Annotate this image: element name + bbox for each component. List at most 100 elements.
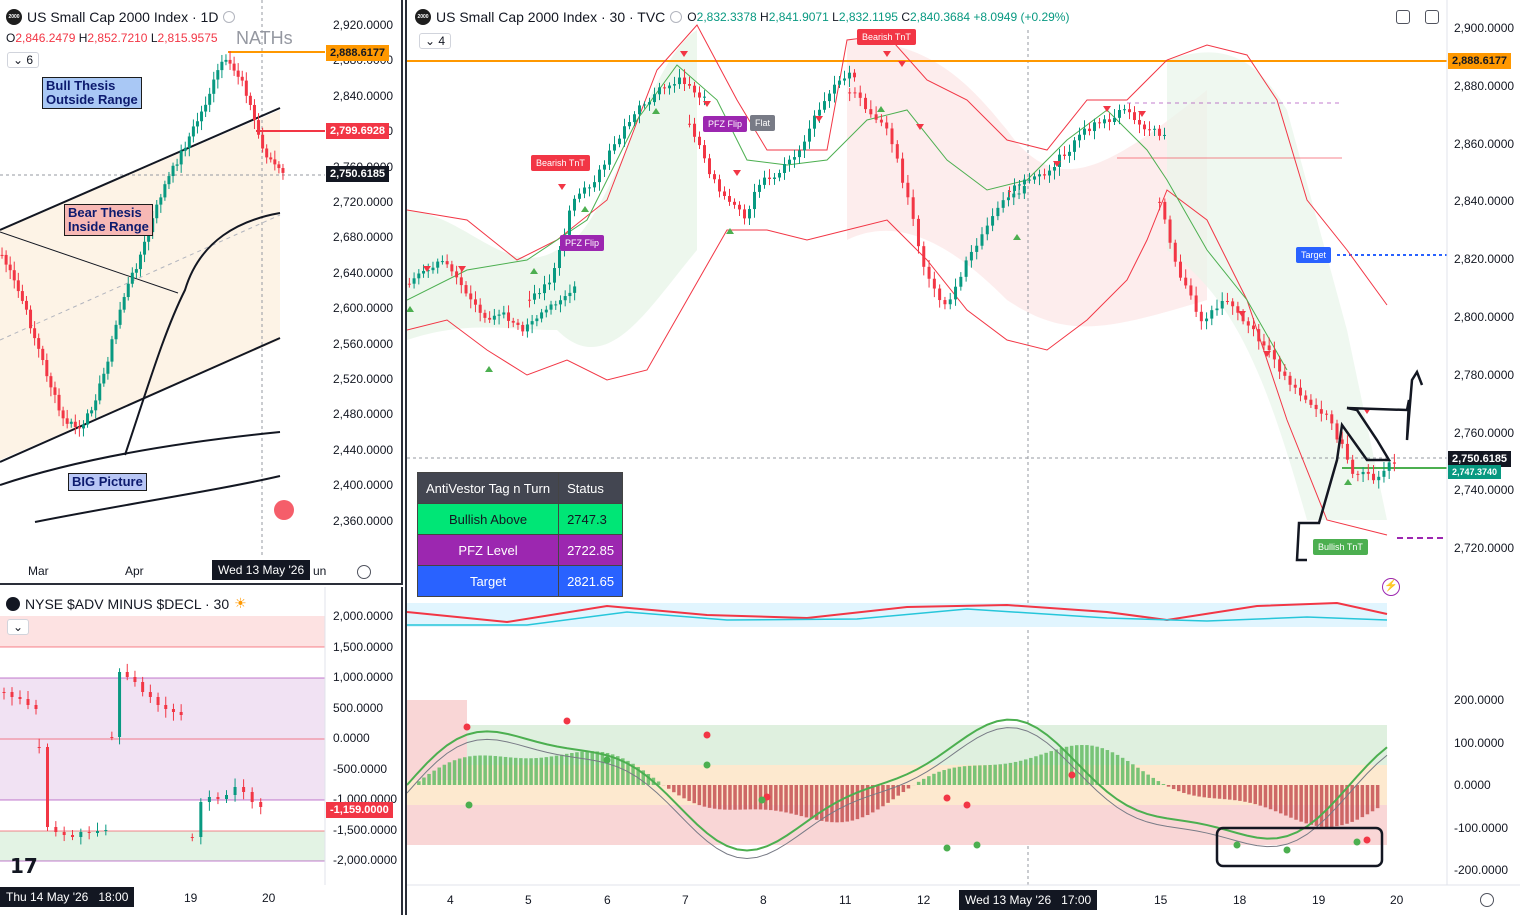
- adv-candle: [118, 672, 122, 737]
- intraday-candle: [563, 296, 567, 301]
- intraday-candle: [469, 293, 473, 300]
- adv-decl-title[interactable]: NYSE $ADV MINUS $DECL · 30: [25, 595, 230, 612]
- table-row: PFZ Level 2722.85: [416, 534, 624, 566]
- table-cell-label: PFZ Level: [416, 534, 560, 566]
- intraday-candle: [1023, 179, 1026, 185]
- bull-thesis-note[interactable]: Bull Thesis Outside Range: [42, 77, 142, 109]
- hand-drawn-box: [1215, 826, 1384, 868]
- intraday-candle: [788, 159, 791, 165]
- histogram-bar: [998, 764, 1002, 785]
- daily-candle: [138, 254, 142, 270]
- intraday-candle: [818, 109, 821, 116]
- bear-thesis-note[interactable]: Bear Thesis Inside Range: [64, 204, 153, 236]
- intraday-candle: [436, 261, 440, 268]
- intraday-candle: [1163, 134, 1166, 136]
- bullish-marker: [407, 306, 414, 312]
- intraday-candle: [521, 324, 525, 332]
- histogram-bar: [748, 785, 753, 810]
- intraday-title[interactable]: US Small Cap 2000 Index · 30 · TVC: [436, 9, 666, 25]
- intraday-candle: [407, 283, 411, 285]
- intraday-candle: [488, 317, 492, 320]
- histogram-bar: [932, 773, 936, 785]
- adv-decl-canvas[interactable]: [0, 587, 401, 915]
- daily-chart-title[interactable]: US Small Cap 2000 Index · 1D: [27, 9, 219, 25]
- adv-decl-collapse-button[interactable]: ⌄: [7, 619, 30, 635]
- big-picture-note[interactable]: BIG Picture: [68, 473, 147, 491]
- eye-icon[interactable]: [223, 11, 236, 23]
- daily-candle: [8, 264, 12, 271]
- intraday-candle: [1236, 306, 1240, 313]
- eye-icon[interactable]: [670, 11, 683, 23]
- adv-decl-pane[interactable]: NYSE $ADV MINUS $DECL · 30 ☀ ⌄ 2,000.000…: [0, 587, 403, 915]
- bearish-marker: [733, 170, 741, 176]
- indicators-collapse-button[interactable]: ⌄ 4: [419, 33, 452, 49]
- daily-candle: [4, 254, 8, 265]
- intraday-y-tick: 2,760.0000: [1454, 425, 1515, 440]
- intraday-candle: [1163, 201, 1167, 220]
- histogram-bar: [1003, 763, 1008, 785]
- mid-channel-line: [0, 214, 281, 341]
- intraday-candle: [1153, 128, 1156, 130]
- histogram-bar: [1212, 785, 1217, 799]
- intraday-candle: [1043, 174, 1046, 176]
- intraday-candle: [568, 210, 571, 235]
- histogram-bar: [1248, 785, 1252, 803]
- intraday-candle: [969, 251, 973, 261]
- intraday-candle: [431, 267, 435, 271]
- adv-candle: [207, 797, 211, 802]
- intraday-y-tick: 2,720.0000: [1454, 541, 1515, 556]
- histogram-bar: [432, 770, 436, 785]
- intraday-candle: [1108, 119, 1111, 122]
- histogram-bar: [712, 785, 717, 809]
- intraday-candle: [698, 136, 701, 146]
- settings-gear-icon[interactable]: [357, 565, 371, 579]
- indicators-collapse-button[interactable]: ⌄ 6: [7, 52, 40, 68]
- daily-chart-canvas[interactable]: [0, 0, 401, 583]
- intraday-candle: [895, 144, 899, 159]
- lightning-icon[interactable]: ⚡: [1382, 578, 1400, 596]
- histogram-bar: [1217, 785, 1222, 799]
- intraday-candle: [948, 299, 952, 305]
- fullscreen-icon[interactable]: [1425, 10, 1439, 24]
- settings-gear-icon[interactable]: [1480, 893, 1494, 907]
- histogram-bar: [1279, 785, 1283, 814]
- adv-decl-header: NYSE $ADV MINUS $DECL · 30 ☀: [6, 595, 247, 612]
- histogram-bar: [437, 767, 441, 785]
- daily-candle: [257, 120, 261, 135]
- intraday-candle: [533, 293, 536, 300]
- intraday-chart-canvas[interactable]: [407, 0, 1520, 915]
- histogram-bar: [570, 752, 574, 785]
- histogram-bar: [600, 752, 605, 785]
- intraday-candle: [1372, 473, 1376, 481]
- histogram-bar: [1268, 785, 1273, 810]
- intraday-candle: [1366, 471, 1370, 474]
- histogram-bar: [636, 766, 640, 785]
- last-price-label: 2,750.6185: [1448, 451, 1512, 467]
- histogram-bar: [1095, 746, 1099, 785]
- histogram-bar: [1360, 785, 1365, 818]
- intraday-candle: [985, 225, 989, 235]
- intraday-candle: [1392, 462, 1396, 464]
- histogram-bar: [1156, 781, 1161, 785]
- intraday-candle: [753, 191, 756, 210]
- intraday-candle: [1158, 201, 1162, 203]
- intraday-candle: [738, 204, 741, 210]
- intraday-candle: [1138, 119, 1141, 125]
- histogram-bar: [616, 756, 620, 785]
- histogram-bar: [1161, 783, 1166, 785]
- daily-chart-pane[interactable]: 2000 US Small Cap 2000 Index · 1D O2,846…: [0, 0, 403, 585]
- adv-candle: [179, 712, 183, 715]
- download-icon[interactable]: [1396, 10, 1410, 24]
- adv-candle: [133, 677, 137, 682]
- intraday-chart-pane[interactable]: 2000 US Small Cap 2000 Index · 30 · TVC …: [405, 0, 1520, 915]
- intraday-candle: [1225, 301, 1229, 303]
- x-tick-20: 20: [262, 891, 276, 905]
- intraday-candle: [1033, 176, 1036, 180]
- intraday-candle: [838, 80, 841, 85]
- intraday-candle: [703, 145, 706, 159]
- daily-candle: [248, 95, 252, 105]
- histogram-bar: [743, 785, 747, 810]
- flat-tag: Flat: [750, 115, 776, 131]
- histogram-bar: [1330, 785, 1334, 827]
- histogram-bar: [559, 754, 564, 785]
